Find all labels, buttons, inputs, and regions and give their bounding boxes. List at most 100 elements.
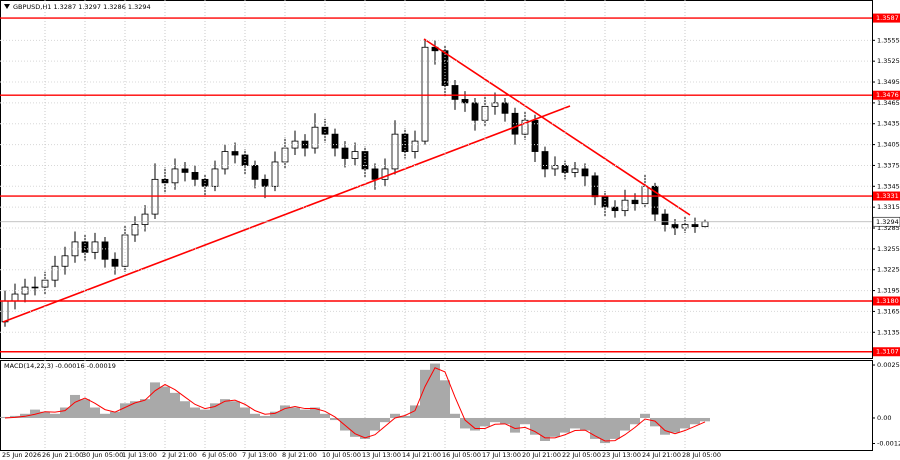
level-label: 1.3476 [876, 91, 899, 99]
x-tick-label: 16 Jul 05:00 [442, 451, 481, 459]
macd-bar [310, 407, 320, 418]
candle-body [91, 241, 99, 253]
macd-bar [170, 392, 180, 418]
trend-line-up [2, 105, 571, 323]
candle-body [551, 165, 559, 170]
candle-body [1, 300, 9, 323]
candle-body [511, 112, 519, 135]
macd-bar [580, 417, 590, 431]
candle-body [651, 185, 659, 215]
macd-bar [330, 417, 340, 421]
candle-body [21, 286, 29, 295]
candle-body [391, 133, 399, 170]
x-tick-label: 25 Jun 2026 [2, 451, 41, 459]
level-box [873, 296, 900, 306]
macd-bar [260, 415, 270, 418]
macd-bar [570, 417, 580, 429]
macd-bar [210, 403, 220, 418]
macd-bar [240, 407, 250, 418]
macd-bar [440, 380, 450, 418]
candle-body [271, 161, 279, 187]
symbol-icon [4, 4, 10, 9]
candle-body [111, 258, 119, 267]
candle-body [261, 178, 269, 187]
macd-bar [610, 417, 620, 439]
candle-body [631, 199, 639, 205]
macd-bar [40, 411, 50, 418]
candle-body [691, 224, 699, 228]
macd-bar [390, 413, 400, 418]
macd-bar [70, 394, 80, 418]
x-tick-label: 2 Jul 21:00 [162, 451, 197, 459]
macd-bar [300, 409, 310, 418]
macd-bar [110, 411, 120, 418]
candle-body [31, 286, 39, 289]
level-label: 1.3331 [876, 192, 899, 200]
candle-body [251, 165, 259, 180]
macd-bar [50, 413, 60, 418]
macd-bar [320, 413, 330, 418]
macd-bar [420, 369, 430, 418]
macd-bar [180, 401, 190, 418]
candle-body [321, 126, 329, 135]
level-box [873, 13, 900, 23]
current-price-label: 1.3294 [876, 218, 899, 226]
candle-body [491, 102, 499, 107]
x-tick-label: 8 Jul 21:00 [282, 451, 317, 459]
candle-body [11, 293, 19, 302]
y-tick-label: 1.3525 [877, 57, 900, 65]
macd-bar [60, 407, 70, 418]
x-tick-label: 6 Jul 05:00 [202, 451, 237, 459]
x-tick-label: 26 Jun 21:00 [42, 451, 83, 459]
candle-body [141, 213, 149, 225]
candle-body [441, 50, 449, 86]
x-tick-label: 24 Jul 21:00 [642, 451, 681, 459]
macd-bar [490, 417, 500, 423]
candle-body [501, 102, 509, 114]
candle-body [331, 133, 339, 149]
macd-bar [520, 417, 530, 425]
y-tick-label: 1.3315 [877, 203, 900, 211]
macd-bar [350, 417, 360, 437]
macd-bar [640, 413, 650, 418]
y-tick-label: 1.3375 [877, 161, 900, 169]
macd-bar [80, 399, 90, 418]
y-tick-label: 0.00253 [877, 361, 900, 369]
level-box [873, 191, 900, 201]
macd-bar [560, 417, 570, 433]
y-tick-label: 1.3435 [877, 120, 900, 128]
candle-body [621, 199, 629, 212]
candle-body [581, 168, 589, 177]
macd-bar [190, 407, 200, 418]
candle-body [221, 151, 229, 170]
macd-bar [150, 382, 160, 418]
level-box [873, 90, 900, 100]
candle-body [171, 168, 179, 184]
candle-body [191, 171, 199, 180]
level-label: 1.3107 [876, 348, 899, 356]
candle-body [661, 213, 669, 225]
candle-body [61, 255, 69, 267]
macd-bar [500, 417, 510, 425]
macd-bar [700, 417, 710, 422]
macd-bar [370, 417, 380, 431]
candle-body [571, 168, 579, 173]
macd-bar [450, 413, 460, 418]
macd-bar [340, 417, 350, 431]
macd-bar [510, 417, 520, 433]
y-tick-label: 1.3345 [877, 182, 900, 190]
candle-body [281, 147, 289, 163]
macd-bar [650, 417, 660, 427]
x-tick-label: 23 Jul 13:00 [602, 451, 641, 459]
macd-bar [160, 386, 170, 418]
candle-body [411, 140, 419, 152]
y-tick-label: -0.00122 [877, 440, 900, 448]
candle-body [371, 168, 379, 180]
candle-body [611, 206, 619, 212]
candle-body [311, 126, 319, 149]
macd-bar [530, 417, 540, 435]
candle-body [101, 241, 109, 260]
candle-body [231, 151, 239, 156]
macd-bar [130, 401, 140, 418]
candle-body [301, 140, 309, 149]
